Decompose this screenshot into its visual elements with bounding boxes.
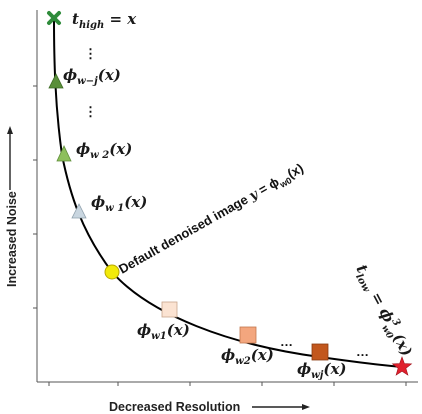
horizontal-dots-mid: … bbox=[280, 334, 293, 349]
x-axis-title: Decreased Resolution bbox=[109, 400, 240, 414]
y-axis-title: Increased Noise bbox=[5, 191, 19, 287]
x-axis-arrow bbox=[252, 404, 310, 410]
square-marker-w1 bbox=[161, 301, 178, 318]
phi-wj-bottom-label: ϕwj(x) bbox=[297, 360, 347, 381]
square-marker-wj bbox=[311, 343, 329, 361]
phi-w1-top-label: ϕw 1(x) bbox=[91, 193, 147, 214]
vertical-dots-top: ⋮ bbox=[84, 46, 97, 61]
t-high-label: thigh = x bbox=[72, 10, 137, 31]
phi-w1-bottom-label: ϕw1(x) bbox=[137, 321, 190, 342]
phi-wj-top-label: ϕw−j(x) bbox=[63, 66, 121, 87]
phi-w2-bottom-label: ϕw2(x) bbox=[221, 346, 274, 367]
phi-w2-top-label: ϕw 2(x) bbox=[76, 140, 132, 161]
vertical-dots-mid: ⋮ bbox=[84, 104, 97, 119]
t-high-marker bbox=[47, 11, 61, 25]
triangle-marker-wj bbox=[48, 73, 64, 89]
horizontal-dots-end: … bbox=[356, 344, 369, 359]
t-low-marker bbox=[391, 356, 413, 376]
x-ticks bbox=[48, 382, 407, 386]
triangle-marker-w2 bbox=[56, 145, 72, 162]
default-marker bbox=[104, 264, 120, 280]
y-ticks bbox=[33, 85, 37, 309]
triangle-marker-w1 bbox=[71, 203, 87, 219]
y-axis-arrow bbox=[7, 126, 13, 190]
default-denoised-label: Default denoised image y = ϕw0(x) bbox=[116, 160, 307, 279]
square-marker-w2 bbox=[239, 326, 257, 344]
